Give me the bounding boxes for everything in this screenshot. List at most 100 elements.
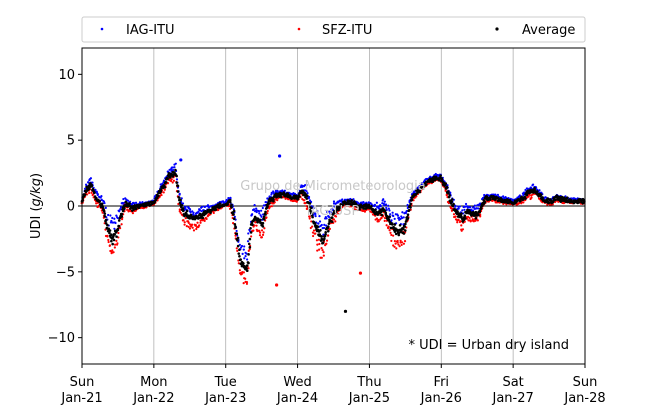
iag-itu-point xyxy=(389,213,392,216)
average-point xyxy=(230,206,233,209)
iag-itu-point xyxy=(461,209,464,212)
x-tick-label-date: Jan-23 xyxy=(204,391,246,406)
average-point xyxy=(174,168,177,172)
average-point xyxy=(268,202,271,205)
iag-itu-point xyxy=(306,191,309,195)
iag-itu-point xyxy=(283,189,286,192)
iag-itu-point xyxy=(326,210,329,214)
iag-itu-point xyxy=(116,217,120,220)
sfz-itu-point xyxy=(393,245,396,248)
average-point xyxy=(245,267,248,270)
sfz-itu-point xyxy=(389,231,392,234)
sfz-itu-point xyxy=(116,242,119,245)
average-point xyxy=(279,195,283,199)
average-point xyxy=(248,237,252,241)
average-point xyxy=(159,188,163,191)
legend-marker-sfz-itu xyxy=(297,27,301,31)
average-point xyxy=(397,233,401,237)
sfz-itu-point xyxy=(265,216,268,219)
sfz-itu-point xyxy=(400,243,403,247)
sfz-itu-point xyxy=(252,229,255,232)
sfz-itu-point xyxy=(276,199,279,202)
average-point xyxy=(309,209,312,213)
iag-itu-point xyxy=(245,252,248,255)
average-point xyxy=(238,254,241,258)
sfz-itu-point xyxy=(196,221,199,224)
x-tick-label-day: Mon xyxy=(140,375,167,390)
sfz-itu-point xyxy=(321,249,324,252)
sfz-itu-point xyxy=(170,178,173,181)
average-point xyxy=(563,196,566,200)
iag-itu-point xyxy=(206,204,210,207)
average-point xyxy=(367,203,371,207)
average-point xyxy=(404,229,407,232)
x-tick-label-date: Jan-22 xyxy=(132,391,174,406)
average-point xyxy=(175,174,178,178)
iag-itu-point xyxy=(392,214,395,218)
average-point xyxy=(102,209,106,213)
sfz-itu-point xyxy=(194,223,198,227)
average-point xyxy=(179,198,182,202)
iag-itu-point xyxy=(240,244,244,248)
average-point xyxy=(403,225,407,228)
iag-itu-point xyxy=(113,217,116,220)
x-axis: SunJan-21MonJan-22TueJan-23WedJan-24ThuJ… xyxy=(60,364,606,406)
sfz-itu-point xyxy=(260,236,264,239)
iag-itu-point xyxy=(464,202,468,206)
iag-itu-point xyxy=(110,219,113,223)
average-point xyxy=(464,217,467,220)
iag-itu-point xyxy=(314,212,317,216)
average-point xyxy=(286,192,290,195)
y-tick-label: 0 xyxy=(67,200,75,215)
average-point xyxy=(110,239,113,243)
average-point xyxy=(249,231,253,234)
sfz-itu-point xyxy=(178,208,181,211)
average-point xyxy=(546,197,550,200)
sfz-itu-point xyxy=(334,220,337,223)
average-point xyxy=(258,218,262,222)
average-point xyxy=(437,179,441,182)
iag-itu-point xyxy=(109,214,112,217)
iag-itu-point xyxy=(270,191,273,194)
average-point xyxy=(104,218,108,222)
average-point xyxy=(230,203,233,207)
average-point xyxy=(468,210,472,214)
iag-itu-point xyxy=(469,205,472,209)
average-point xyxy=(93,191,96,195)
sfz-itu-point xyxy=(172,179,175,182)
iag-itu-point xyxy=(454,204,457,207)
average-point xyxy=(90,185,94,188)
sfz-itu-point xyxy=(261,233,265,236)
sfz-itu-point xyxy=(328,227,331,230)
iag-itu-point xyxy=(113,227,116,230)
sfz-itu-point xyxy=(450,209,454,212)
sfz-itu-point xyxy=(334,215,338,218)
average-point xyxy=(394,232,398,236)
iag-itu-point xyxy=(100,194,103,198)
average-point xyxy=(577,201,581,204)
y-tick-label: 10 xyxy=(58,68,75,83)
average-point xyxy=(533,188,536,192)
iag-itu-point xyxy=(391,211,394,214)
sfz-itu-point xyxy=(162,191,165,194)
sfz-itu-point xyxy=(303,199,306,202)
sfz-itu-point xyxy=(86,193,89,196)
average-point xyxy=(236,244,240,248)
sfz-itu-point xyxy=(242,282,245,285)
sfz-itu-point xyxy=(527,195,530,198)
outlier-point xyxy=(179,158,183,162)
iag-itu-point xyxy=(272,190,275,193)
average-point xyxy=(181,209,185,213)
iag-itu-point xyxy=(257,210,261,213)
sfz-itu-point xyxy=(337,212,340,215)
sfz-itu-point xyxy=(325,242,328,245)
iag-itu-point xyxy=(531,183,535,186)
x-tick-label-date: Jan-21 xyxy=(60,391,102,406)
sfz-itu-point xyxy=(320,247,323,250)
iag-itu-point xyxy=(330,211,333,214)
average-point xyxy=(370,205,373,208)
average-point xyxy=(117,225,121,228)
iag-itu-point xyxy=(329,212,332,215)
sfz-itu-point xyxy=(258,231,262,234)
iag-itu-point xyxy=(94,188,97,191)
